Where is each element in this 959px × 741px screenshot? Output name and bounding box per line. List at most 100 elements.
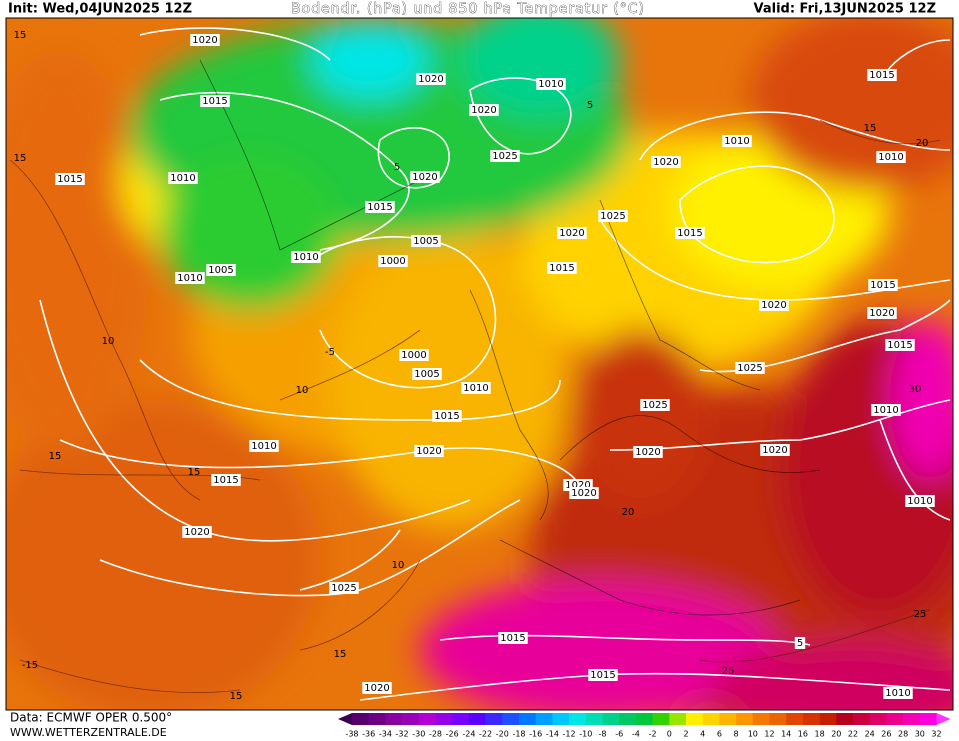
- isobar-label-box: [175, 272, 205, 284]
- colorbar-swatch: [435, 713, 453, 725]
- isobar-label-text: 1020: [762, 445, 787, 456]
- isobar-label-text: 1010: [878, 152, 903, 163]
- isobar-label-text: 1025: [642, 400, 667, 411]
- isobar-label-box: [588, 669, 618, 681]
- map-frame: [5, 17, 954, 711]
- isobar-label: 1010: [168, 172, 198, 184]
- isobar-label: 1000: [399, 349, 429, 361]
- isobar-label: 1015: [588, 669, 618, 681]
- isobar-label-text: 1010: [724, 136, 749, 147]
- isobar-label-text: 1000: [380, 256, 405, 267]
- isobar-label: 1005: [412, 368, 442, 380]
- isobar-label-box: [414, 445, 444, 457]
- isobar-label-box: [200, 95, 230, 107]
- colorbar-swatch: [468, 713, 486, 725]
- isobar-label-text: 1020: [869, 308, 894, 319]
- isobar-label: 1015: [867, 69, 897, 81]
- isobar-label: 1020: [867, 307, 897, 319]
- isobar-label-box: [876, 151, 906, 163]
- colorbar-swatch: [585, 713, 603, 725]
- isobar-label-box: [569, 487, 599, 499]
- isobar-label-box: [536, 78, 566, 90]
- temperature-label: 10: [296, 385, 309, 396]
- colorbar-swatch: [903, 713, 921, 725]
- colorbar-swatch: [869, 713, 887, 725]
- colorbar-label: -22: [479, 730, 492, 739]
- isobar-label: 1015: [211, 474, 241, 486]
- isobar-label-box: [905, 495, 935, 507]
- colorbar-swatch: [385, 713, 403, 725]
- colorbar-label: 20: [831, 730, 841, 739]
- isobar-label: 1005: [411, 235, 441, 247]
- isobar-label-box: [329, 582, 359, 594]
- isobar-label-box: [410, 171, 440, 183]
- isobar-label-box: [432, 410, 462, 422]
- temperature-label: 25: [914, 609, 927, 620]
- colorbar-swatch: [752, 713, 770, 725]
- isobar-label-box: [557, 227, 587, 239]
- isobar-label: 1010: [249, 440, 279, 452]
- colorbar-label: -28: [429, 730, 442, 739]
- colorbar-swatch: [552, 713, 570, 725]
- init-time: Init: Wed,04JUN2025 12Z: [8, 2, 192, 17]
- colorbar-label: -6: [615, 730, 623, 739]
- temperature-label: -15: [22, 660, 38, 671]
- colorbar-swatch: [352, 713, 369, 725]
- colorbar-label: -26: [446, 730, 459, 739]
- colorbar-swatch: [619, 713, 637, 725]
- colorbar-swatch: [519, 713, 536, 725]
- isobar-label-box: [182, 526, 212, 538]
- isobar-label-text: 1025: [331, 583, 356, 594]
- isobar-label: 1010: [461, 382, 491, 394]
- isobar-label-box: [871, 404, 901, 416]
- isobar-label-text: 1015: [887, 340, 912, 351]
- temperature-label: 15: [14, 30, 27, 41]
- colorbar-label: -10: [579, 730, 592, 739]
- colorbar-swatch: [569, 713, 587, 725]
- isobar-label-text: 1020: [192, 35, 217, 46]
- isobar-label-box: [291, 251, 321, 263]
- colorbar-swatch: [719, 713, 737, 725]
- colorbar-swatch: [886, 713, 904, 725]
- colorbar-swatch: [502, 713, 520, 725]
- isobar-label-text: 1015: [870, 280, 895, 291]
- temperature-label: 15: [49, 451, 62, 462]
- temperature-label: 15: [14, 153, 27, 164]
- isobar-label-text: 1010: [538, 79, 563, 90]
- isobar-label: 1020: [182, 526, 212, 538]
- colorbar-label: 24: [865, 730, 875, 739]
- colorbar-label: -4: [632, 730, 640, 739]
- isobar-label-text: 1020: [364, 683, 389, 694]
- colorbar-label: 16: [798, 730, 808, 739]
- colorbar-label: -8: [599, 730, 607, 739]
- valid-time: Valid: Fri,13JUN2025 12Z: [753, 2, 936, 17]
- site-name: WWW.WETTERZENTRALE.DE: [10, 726, 167, 739]
- colorbar-label: 28: [898, 730, 908, 739]
- isobar-label-text: 1015: [869, 70, 894, 81]
- isobar-label: 1015: [868, 279, 898, 291]
- isobar-label: 1015: [432, 410, 462, 422]
- isobar-label: 1020: [190, 34, 220, 46]
- isobar-label-text: 1000: [401, 350, 426, 361]
- colorbar-label: -18: [512, 730, 525, 739]
- isobar-label-box: [759, 299, 789, 311]
- isobar-label: 1010: [722, 135, 752, 147]
- colorbar-swatch: [652, 713, 670, 725]
- isobar-label: 1025: [640, 399, 670, 411]
- isobar-label: 1020: [633, 446, 663, 458]
- isobar-label-box: [867, 307, 897, 319]
- isobar-label-text: 1020: [571, 488, 596, 499]
- isobar-label-text: 1005: [208, 265, 233, 276]
- isobar-label-text: 1025: [600, 211, 625, 222]
- colorbar-swatch: [368, 713, 386, 725]
- isobar-label: 1015: [365, 201, 395, 213]
- isobar-label-text: 1020: [418, 74, 443, 85]
- colorbar-swatch: [919, 713, 937, 725]
- map-title: Bodendr. (hPa) und 850 hPa Temperatur (°…: [291, 1, 645, 17]
- isobar-label-text: 1020: [653, 157, 678, 168]
- isobar-label-text: 1010: [293, 252, 318, 263]
- isobar-label-text: 1020: [559, 228, 584, 239]
- temperature-label: 5: [394, 162, 400, 173]
- isobar-label-text: 1015: [590, 670, 615, 681]
